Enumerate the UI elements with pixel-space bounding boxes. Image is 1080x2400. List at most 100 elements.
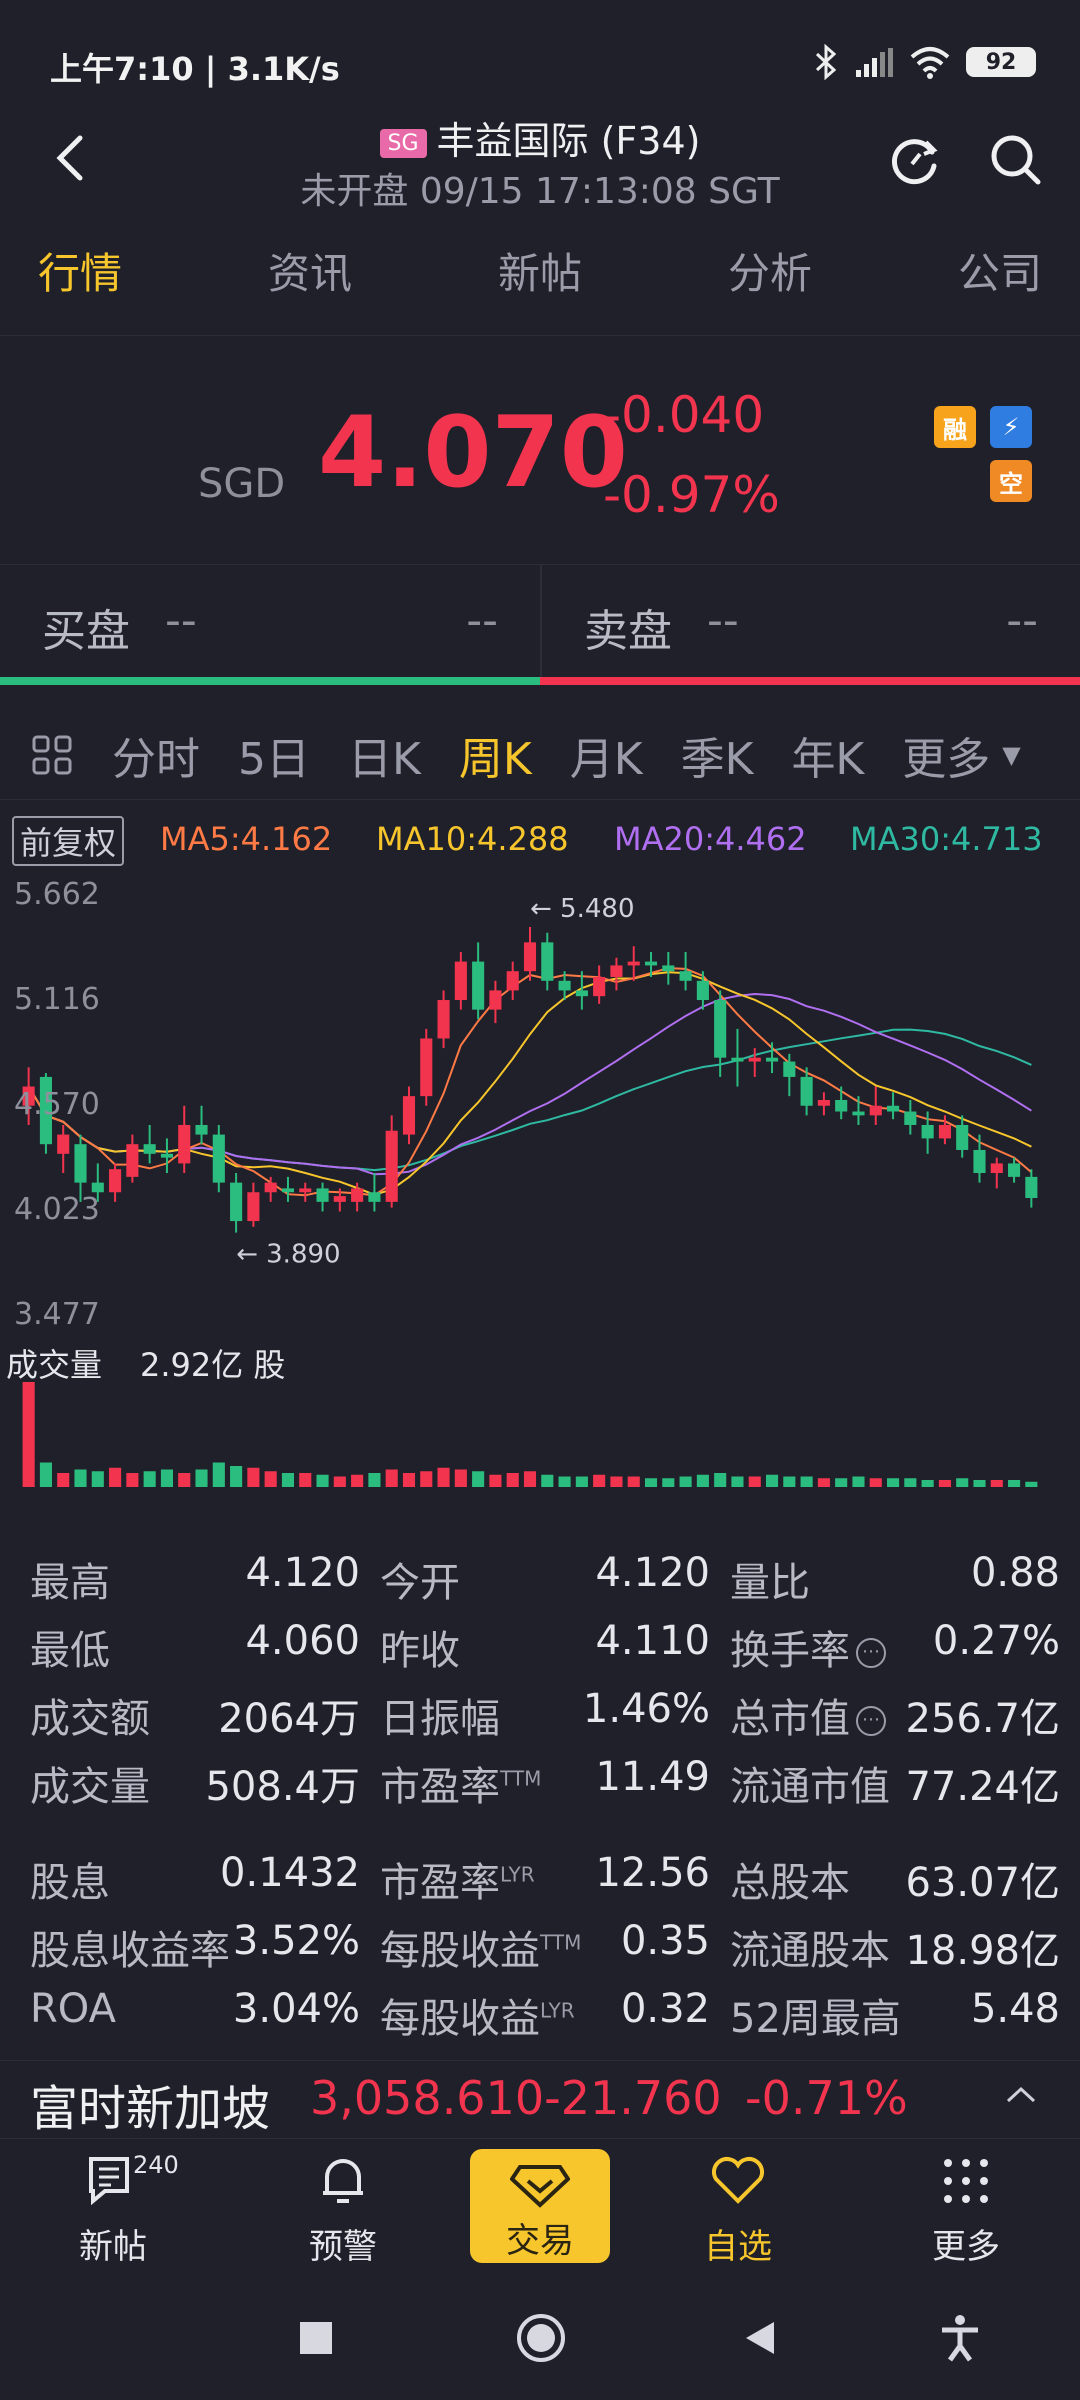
sell-orders[interactable]: 卖盘 -- -- xyxy=(540,565,1080,677)
recent-apps-icon[interactable] xyxy=(298,2320,334,2356)
candle-body xyxy=(160,1153,173,1158)
candle-body xyxy=(212,1134,225,1183)
stats-row: 成交额 2064万 日振幅 1.46% 总市值 ⋯ 256.7亿 xyxy=(0,1686,1080,1746)
volume-bar xyxy=(1008,1480,1021,1487)
stat-value: 5.48 xyxy=(970,1986,1060,2032)
stat-cell: 最低 4.060 xyxy=(30,1618,360,1676)
nav-more[interactable]: 更多 xyxy=(858,2139,1074,2281)
candle xyxy=(472,942,485,1020)
volume-bar xyxy=(887,1478,900,1487)
candle-body xyxy=(420,1038,433,1097)
nav-trade-button[interactable]: 交易 xyxy=(470,2149,610,2263)
nav-alert[interactable]: 预警 xyxy=(235,2139,451,2281)
volume-bar xyxy=(351,1474,364,1487)
volume-bar xyxy=(230,1466,243,1487)
candle-body xyxy=(938,1124,951,1139)
candle xyxy=(212,1124,225,1193)
candle xyxy=(39,1073,52,1154)
candle xyxy=(765,1042,779,1074)
nav-more-label: 更多 xyxy=(932,2227,1000,2267)
candle xyxy=(454,951,467,1010)
candle-body xyxy=(627,961,640,966)
candle xyxy=(852,1096,865,1125)
stat-value: 4.120 xyxy=(245,1550,360,1596)
candle xyxy=(575,971,588,1010)
tab-weekly-k[interactable]: 周K xyxy=(458,733,532,785)
sell-volume: -- xyxy=(1006,595,1038,646)
tab-intraday[interactable]: 分时 xyxy=(112,733,200,785)
search-icon[interactable] xyxy=(986,130,1046,190)
stat-label: 市盈率TTM xyxy=(380,1764,542,1810)
tab-more[interactable]: 更多 xyxy=(902,733,991,785)
signal-icon xyxy=(856,48,893,77)
y-tick-label: 4.570 xyxy=(14,1087,100,1122)
candle-body xyxy=(800,1076,813,1106)
volume-bar xyxy=(748,1476,761,1487)
stat-label: 最低 xyxy=(30,1628,110,1674)
nav-posts-label: 新帖 xyxy=(79,2227,147,2267)
stat-label: 股息 xyxy=(30,1860,110,1906)
refresh-icon[interactable] xyxy=(886,130,946,190)
chevron-up-icon[interactable] xyxy=(1004,2083,1038,2107)
candle-body xyxy=(731,1057,744,1062)
candle xyxy=(921,1111,934,1154)
grid-icon[interactable] xyxy=(30,733,74,777)
volume-bar xyxy=(143,1471,156,1487)
candle-body xyxy=(299,1188,312,1193)
tab-news[interactable]: 资讯 xyxy=(267,249,352,298)
tab-monthly-k[interactable]: 月K xyxy=(569,733,643,785)
kline-chart[interactable]: 5.662 5.116 4.570 4.023 3.477 ← 5.480 ← 3.890 成… xyxy=(0,862,1080,1502)
stat-cell: 股息 0.1432 xyxy=(30,1850,360,1908)
dropdown-triangle-icon[interactable]: ▼ xyxy=(1002,740,1021,769)
price-adjust-button[interactable]: 前复权 xyxy=(12,816,125,866)
volume-bar xyxy=(74,1469,87,1487)
candle-body xyxy=(644,961,658,966)
candle-body xyxy=(454,961,467,1001)
stat-value: 0.88 xyxy=(970,1550,1060,1596)
volume-bar xyxy=(368,1473,381,1487)
volume-bar xyxy=(523,1471,537,1487)
volume-bar xyxy=(921,1480,934,1487)
candle-body xyxy=(852,1111,865,1116)
tab-posts[interactable]: 新帖 xyxy=(497,249,582,298)
volume-bar xyxy=(212,1462,225,1487)
tab-daily-k[interactable]: 日K xyxy=(348,733,421,785)
nav-watchlist[interactable]: 自选 xyxy=(630,2139,846,2281)
back-triangle-icon[interactable] xyxy=(740,2318,780,2358)
candle-body xyxy=(887,1105,900,1112)
info-icon[interactable]: ⋯ xyxy=(856,1706,886,1736)
candle xyxy=(143,1124,156,1164)
candle xyxy=(696,971,709,1010)
accessibility-icon[interactable] xyxy=(938,2314,982,2362)
buy-orders[interactable]: 买盘 -- -- xyxy=(0,565,540,677)
stat-label: 流通股本 xyxy=(730,1928,890,1974)
tab-quarterly-k[interactable]: 季K xyxy=(680,733,754,785)
candle xyxy=(800,1067,813,1116)
tab-yearly-k[interactable]: 年K xyxy=(791,733,865,785)
tab-quote[interactable]: 行情 xyxy=(38,249,123,298)
tab-company[interactable]: 公司 xyxy=(957,249,1042,298)
volume-bar xyxy=(990,1480,1003,1487)
margin-badge[interactable]: 融 xyxy=(934,406,976,448)
stat-value: 508.4万 xyxy=(205,1764,360,1810)
candle xyxy=(316,1182,329,1212)
stat-value: 18.98亿 xyxy=(905,1928,1060,1974)
info-icon[interactable]: ⋯ xyxy=(856,1638,886,1668)
candle-body xyxy=(472,961,485,1010)
back-arrow-icon[interactable] xyxy=(44,128,104,188)
candle xyxy=(489,980,502,1024)
stat-label: 最高 xyxy=(30,1560,110,1606)
nav-alert-label: 预警 xyxy=(309,2227,377,2267)
tab-5day[interactable]: 5日 xyxy=(238,733,310,785)
tab-analysis[interactable]: 分析 xyxy=(727,249,812,298)
stat-label: 市盈率LYR xyxy=(380,1860,535,1906)
lightning-icon[interactable]: ⚡ xyxy=(990,406,1032,448)
system-nav-bar xyxy=(0,2280,1080,2400)
candle xyxy=(956,1115,969,1158)
home-icon[interactable] xyxy=(515,2312,567,2364)
short-badge[interactable]: 空 xyxy=(990,460,1032,502)
index-ticker[interactable]: 富时新加坡 3,058.610-21.760 -0.71% xyxy=(0,2060,1080,2137)
candle-body xyxy=(783,1061,796,1077)
candle-body xyxy=(523,942,537,972)
nav-posts[interactable]: 240 新帖 xyxy=(5,2139,221,2281)
